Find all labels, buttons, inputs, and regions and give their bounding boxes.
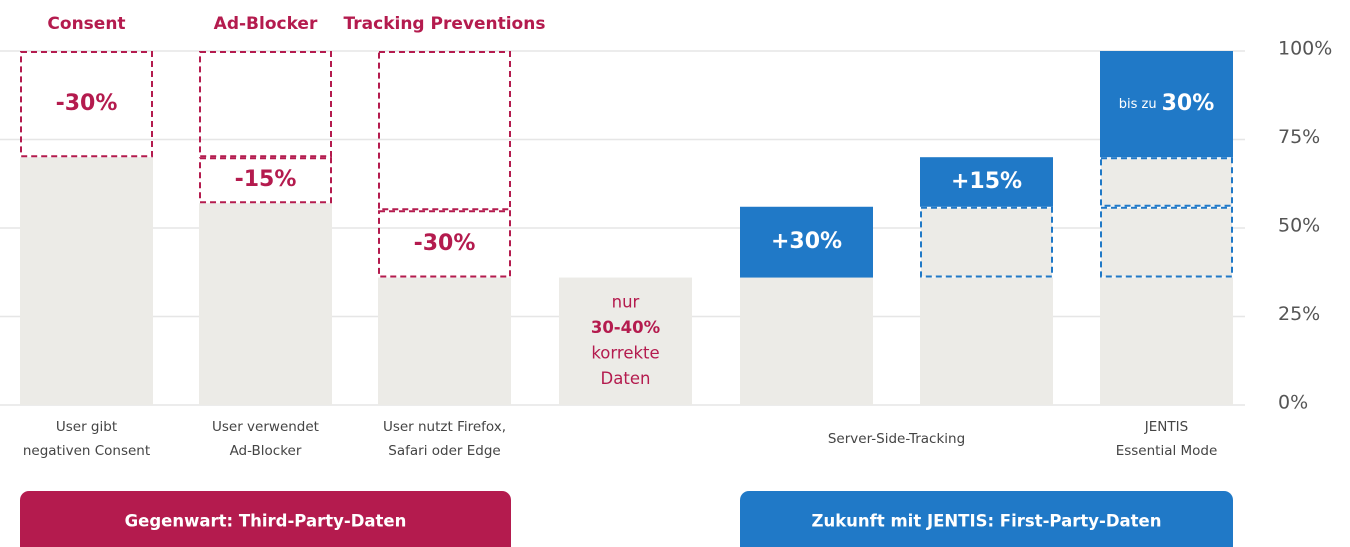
bar-segment (199, 157, 332, 204)
bar-segment (1100, 277, 1233, 405)
segment-label: +15% (951, 169, 1022, 194)
column-header: Ad-Blocker (214, 14, 318, 34)
banner-label: Gegenwart: Third-Party-Daten (125, 512, 407, 531)
bar-segment (199, 203, 332, 405)
category-label: User gibt (56, 419, 117, 435)
bar-segment (20, 157, 153, 405)
category-label: User verwendet (212, 419, 319, 435)
y-tick-label: 50% (1278, 215, 1320, 237)
segment-label: -15% (235, 167, 297, 192)
category-label: Ad-Blocker (230, 443, 302, 459)
bar-segment (920, 206, 1053, 278)
bar-segment (199, 51, 332, 158)
category-label: Essential Mode (1116, 443, 1218, 459)
segment-label-part: 30% (1162, 91, 1215, 116)
bar-segment (378, 210, 511, 278)
inner-text: nur (612, 293, 640, 312)
segment-label: bis zu 30% (1119, 91, 1215, 116)
bar-segment (740, 206, 873, 278)
bar-segment (1100, 157, 1233, 207)
bar-segment (1100, 206, 1233, 278)
banner (20, 491, 511, 547)
column-header: Consent (47, 14, 125, 34)
inner-text: korrekte (591, 344, 659, 363)
segment-label-part: -30% (56, 91, 118, 116)
column-header: Tracking Preventions (344, 14, 546, 34)
segment-label: -30% (414, 231, 476, 256)
y-tick-label: 0% (1278, 392, 1308, 414)
bar-segment (920, 157, 1053, 207)
category-label: JENTIS (1144, 419, 1188, 435)
category-label: negativen Consent (23, 443, 150, 459)
bar-segment (378, 277, 511, 405)
category-label: User nutzt Firefox, (383, 419, 506, 435)
segment-label-part: +30% (771, 229, 842, 254)
bar-segment (559, 277, 692, 405)
bar-segment (740, 277, 873, 405)
inner-text: 30-40% (591, 318, 661, 337)
segment-label-part: bis zu (1119, 97, 1157, 112)
category-label: Server-Side-Tracking (828, 431, 965, 447)
bar-segment (920, 277, 1053, 405)
category-label: Safari oder Edge (388, 443, 500, 459)
banner-label: Zukunft mit JENTIS: First-Party-Daten (812, 512, 1162, 531)
y-tick-label: 25% (1278, 303, 1320, 325)
segment-label-part: -15% (235, 167, 297, 192)
y-tick-label: 75% (1278, 126, 1320, 148)
segment-label-part: -30% (414, 231, 476, 256)
inner-text: Daten (601, 369, 651, 388)
segment-label: -30% (56, 91, 118, 116)
bar-segment (20, 51, 153, 158)
segment-label: +30% (771, 229, 842, 254)
banner (740, 491, 1233, 547)
y-tick-label: 100% (1278, 38, 1332, 60)
segment-label-part: +15% (951, 169, 1022, 194)
bar-segment (378, 51, 511, 211)
bar-segment (1100, 51, 1233, 158)
